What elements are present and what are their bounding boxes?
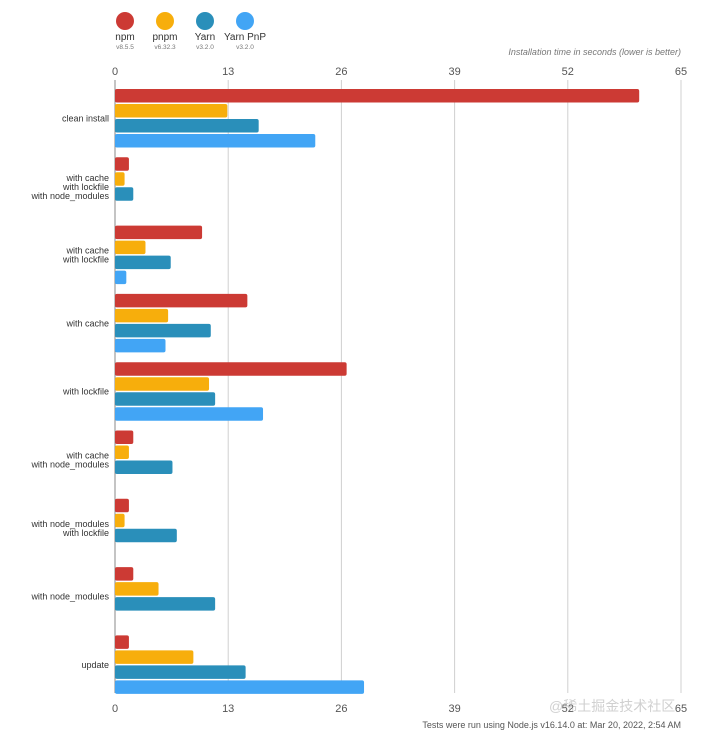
- legend-marker-yarn: [196, 12, 214, 30]
- bar-npm: [115, 362, 347, 376]
- category-label: with lockfile: [62, 528, 109, 538]
- bar-yarn-pnp: [115, 407, 264, 421]
- category-label: with cache: [65, 246, 109, 256]
- x-tick-label-top: 39: [448, 66, 460, 78]
- legend-marker-pnpm: [156, 12, 174, 30]
- category-label: with lockfile: [62, 182, 109, 192]
- bar-yarn: [115, 392, 216, 406]
- category-label: clean install: [62, 114, 109, 124]
- bar-npm: [115, 293, 248, 308]
- x-tick-label-top: 26: [335, 66, 347, 78]
- legend: npm v8.5.5 pnpm v6.32.3 Yarn v3.2.0 Yarn…: [108, 12, 266, 51]
- bar-yarn: [115, 597, 216, 611]
- bar-yarn: [115, 528, 177, 543]
- legend-label-npm: npm: [115, 32, 135, 43]
- bar-pnpm: [115, 377, 210, 391]
- legend-version-yarn: v3.2.0: [196, 44, 214, 51]
- bar-npm: [115, 225, 203, 240]
- chart-title: Installation time in seconds (lower is b…: [508, 47, 681, 57]
- bar-pnpm: [115, 308, 169, 323]
- legend-item-yarn-pnp[interactable]: Yarn PnP v3.2.0: [224, 12, 266, 51]
- x-tick-label-bottom: 65: [675, 703, 687, 715]
- category-label: with lockfile: [62, 387, 109, 397]
- x-tick-label-top: 0: [112, 66, 118, 78]
- bar-npm: [115, 635, 129, 649]
- bar-yarn: [115, 255, 171, 270]
- x-tick-label-bottom: 26: [335, 703, 347, 715]
- bar-pnpm: [115, 172, 125, 186]
- bar-yarn-pnp: [115, 680, 365, 694]
- bar-npm: [115, 430, 134, 444]
- x-tick-label-bottom: 13: [222, 703, 234, 715]
- legend-label-yarn-pnp: Yarn PnP: [223, 32, 267, 43]
- x-tick-label-bottom: 39: [448, 703, 460, 715]
- x-tick-label-bottom: 52: [562, 703, 574, 715]
- category-label: with node_modules: [30, 519, 109, 529]
- bar-yarn-pnp: [115, 134, 316, 148]
- bar-yarn-pnp: [115, 270, 127, 285]
- legend-version-npm: v8.5.5: [116, 44, 134, 51]
- category-label: update: [81, 660, 109, 670]
- bar-npm: [115, 157, 129, 171]
- legend-label-pnpm: pnpm: [152, 32, 178, 43]
- legend-marker-npm: [116, 12, 134, 30]
- bar-pnpm: [115, 240, 146, 255]
- x-tick-label-top: 65: [675, 66, 687, 78]
- category-label: with cache: [65, 173, 109, 183]
- bar-pnpm: [115, 513, 125, 528]
- category-label: with cache: [65, 318, 109, 328]
- legend-label-yarn: Yarn: [194, 32, 216, 43]
- bar-yarn: [115, 323, 211, 338]
- bar-npm: [115, 498, 129, 513]
- category-label: with cache: [65, 451, 109, 461]
- bar-yarn: [115, 119, 259, 133]
- legend-item-yarn[interactable]: Yarn v3.2.0: [188, 12, 222, 51]
- category-label: with node_modules: [30, 191, 109, 201]
- category-label: with lockfile: [62, 255, 109, 265]
- bar-yarn: [115, 460, 173, 474]
- x-tick-label-top: 52: [562, 66, 574, 78]
- footer-note: Tests were run using Node.js v16.14.0 at…: [422, 720, 681, 730]
- legend-item-npm[interactable]: npm v8.5.5: [108, 12, 142, 51]
- bar-yarn: [115, 665, 246, 679]
- category-label: with node_modules: [30, 460, 109, 470]
- x-tick-label-top: 13: [222, 66, 234, 78]
- watermark: @稀土掘金技术社区: [549, 698, 676, 714]
- legend-version-pnpm: v6.32.3: [154, 44, 176, 51]
- bar-pnpm: [115, 445, 129, 459]
- bar-npm: [115, 89, 640, 103]
- x-tick-label-bottom: 0: [112, 703, 118, 715]
- bar-pnpm: [115, 104, 228, 118]
- legend-version-yarn-pnp: v3.2.0: [236, 44, 254, 51]
- bar-pnpm: [115, 582, 159, 596]
- bar-pnpm: [115, 650, 194, 664]
- bar-yarn: [115, 187, 134, 201]
- bar-yarn-pnp: [115, 338, 166, 353]
- category-label: with node_modules: [30, 592, 109, 602]
- bar-npm: [115, 567, 134, 581]
- legend-item-pnpm[interactable]: pnpm v6.32.3: [148, 12, 182, 51]
- legend-marker-yarn-pnp: [236, 12, 254, 30]
